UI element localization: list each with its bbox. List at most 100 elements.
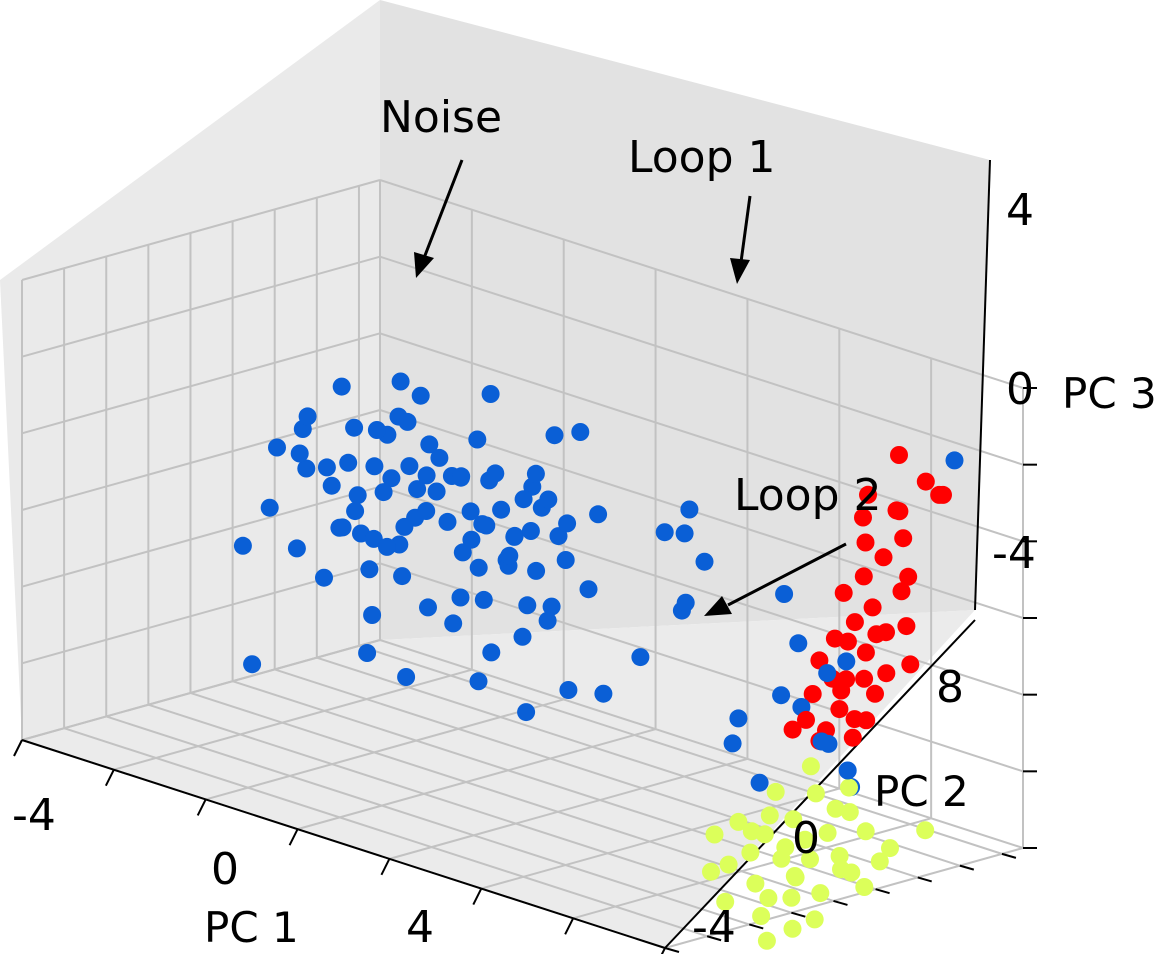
data-point-loop-1 — [857, 711, 876, 730]
data-point-noise — [558, 514, 577, 533]
grid-line — [379, 332, 1024, 543]
data-point-noise — [527, 561, 546, 580]
data-point-noise — [345, 418, 364, 437]
data-point-loop-1 — [830, 700, 849, 719]
data-point-noise — [365, 457, 384, 476]
data-point-noise — [680, 500, 699, 519]
data-point-loop-2 — [702, 862, 720, 881]
axis-tick — [833, 899, 848, 906]
data-point-noise — [772, 686, 791, 705]
grid-line — [205, 698, 564, 801]
data-point-loop-2 — [801, 757, 820, 776]
data-point-loop-2 — [801, 850, 819, 869]
axis-tick — [660, 947, 666, 954]
data-point-noise — [417, 502, 436, 520]
axis-tick — [917, 876, 932, 883]
data-point-noise — [453, 543, 472, 562]
data-point-noise — [571, 423, 590, 441]
axis-ticks — [13, 387, 1037, 954]
data-point-noise — [579, 580, 598, 599]
y-axis-line — [664, 619, 976, 949]
data-point-loop-1 — [834, 583, 853, 602]
data-point-noise — [243, 655, 262, 674]
data-point-noise — [332, 377, 351, 396]
data-point-loop-1 — [916, 472, 935, 491]
data-point-noise — [818, 664, 837, 683]
tick-labels: -4 0 4 -4 0 8 4 0 -4 — [12, 185, 1036, 953]
data-point-noise — [333, 518, 352, 537]
data-point-noise — [358, 644, 377, 662]
annotation-loop2-label: Loop 2 — [734, 470, 882, 521]
data-point-loop-2 — [786, 868, 805, 887]
grid-line — [664, 847, 1024, 949]
grid-line — [21, 332, 381, 435]
data-point-noise — [287, 539, 306, 558]
data-point-noise — [398, 412, 417, 431]
data-point-loop-2 — [870, 852, 889, 871]
data-point-noise — [391, 372, 410, 391]
data-point-loop-2 — [752, 907, 771, 925]
axis-tick — [1001, 852, 1017, 859]
axis-tick — [959, 864, 975, 871]
data-point-noise — [438, 512, 457, 531]
annotation-noise-arrowhead — [414, 252, 434, 278]
grid-line — [21, 639, 381, 741]
y-tick-label: 0 — [792, 813, 820, 864]
data-point-loop-2 — [826, 799, 845, 818]
annotation-loop1-arrow — [739, 195, 752, 263]
data-point-loop-1 — [854, 567, 873, 586]
data-point-loop-1 — [845, 613, 864, 632]
data-point-noise — [594, 684, 613, 703]
data-point-noise — [521, 522, 540, 540]
grid-line — [105, 715, 750, 926]
data-point-noise — [481, 385, 500, 403]
data-point-noise — [363, 606, 382, 624]
data-point-noise — [500, 546, 519, 565]
data-point-loop-1 — [856, 533, 875, 552]
data-point-loop-1 — [897, 617, 916, 636]
data-point-loop-2 — [729, 812, 748, 831]
data-point-noise — [695, 552, 714, 571]
axis-tick — [288, 828, 299, 846]
data-point-loop-2 — [855, 878, 874, 896]
data-point-noise — [812, 732, 831, 751]
data-point-noise — [393, 567, 412, 586]
data-point-noise — [419, 598, 437, 617]
data-point-loop-2 — [782, 888, 801, 907]
z-tick-label: -4 — [992, 528, 1036, 579]
axis-tick — [196, 798, 207, 816]
data-point-loop-2 — [811, 884, 830, 903]
axis-tick — [664, 947, 680, 953]
axis-tick — [875, 888, 890, 895]
data-point-noise — [559, 681, 578, 699]
axis-tick — [380, 858, 391, 876]
axis-labels: PC 1 PC 2 PC 3 — [204, 369, 1157, 952]
grid-line — [379, 255, 1024, 466]
data-point-loop-2 — [719, 855, 738, 874]
data-point-loop-1 — [863, 598, 882, 617]
y-axis-label: PC 2 — [874, 767, 969, 816]
data-point-noise — [297, 459, 316, 478]
data-point-loop-2 — [830, 847, 849, 865]
data-point-noise — [469, 672, 488, 691]
data-point-loop-2 — [840, 803, 859, 822]
data-point-noise — [526, 464, 545, 483]
annotation-noise-label: Noise — [380, 92, 502, 143]
data-point-noise — [360, 560, 379, 579]
data-point-noise — [837, 652, 856, 671]
data-point-loop-2 — [856, 822, 875, 841]
data-point-noise — [556, 551, 575, 569]
data-point-noise — [233, 536, 252, 555]
data-point-noise — [397, 668, 416, 686]
data-point-loop-2 — [783, 919, 802, 938]
data-point-loop-1 — [890, 446, 908, 464]
z-axis-label: PC 3 — [1062, 369, 1157, 418]
data-point-noise — [469, 558, 488, 577]
data-point-loop-1 — [866, 684, 884, 703]
data-point-noise — [317, 458, 336, 477]
x-axis-line — [21, 739, 666, 949]
grid-line — [113, 668, 473, 771]
x-tick-label: 4 — [406, 902, 434, 953]
data-point-loop-2 — [818, 823, 837, 842]
